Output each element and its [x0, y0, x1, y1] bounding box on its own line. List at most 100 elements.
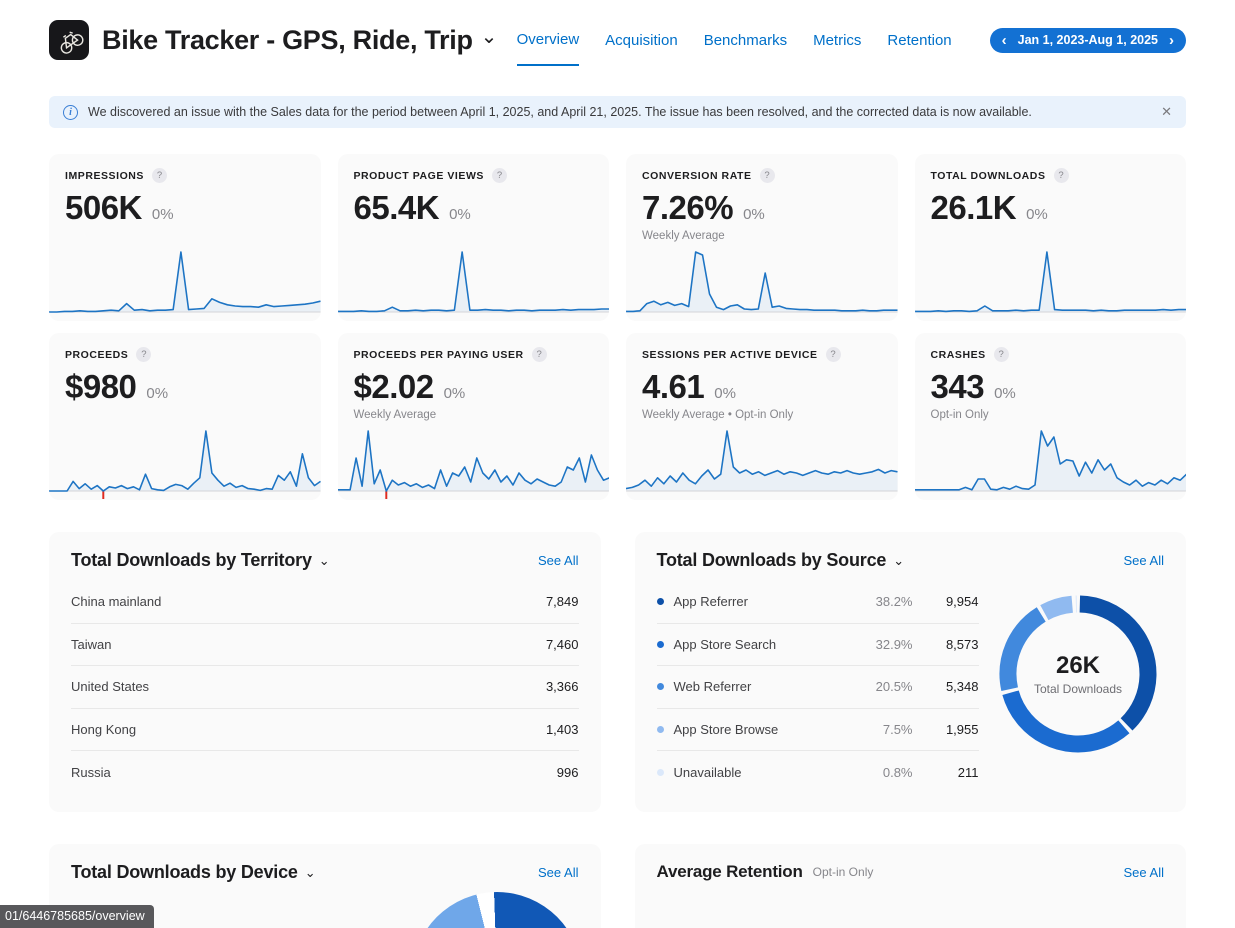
date-next-chevron-icon[interactable]: › — [1169, 31, 1174, 49]
territory-name: Taiwan — [71, 636, 112, 652]
help-icon[interactable]: ? — [1053, 168, 1069, 183]
metric-label: SESSIONS PER ACTIVE DEVICE — [642, 348, 818, 361]
territory-row: Hong Kong 1,403 — [71, 709, 579, 751]
device-panel-title: Total Downloads by Device — [71, 862, 298, 882]
metric-delta: 0% — [151, 206, 174, 223]
help-icon[interactable]: ? — [531, 347, 547, 362]
metric-value: 343 — [930, 368, 985, 405]
tab-metrics[interactable]: Metrics — [813, 31, 862, 49]
date-prev-chevron-icon[interactable]: ‹ — [1001, 31, 1007, 49]
territory-value: 7,460 — [545, 636, 579, 652]
metric-card-proceeds[interactable]: PROCEEDS ? $980 0% — [49, 333, 321, 500]
metric-label: PROCEEDS PER PAYING USER — [353, 348, 524, 361]
retention-panel-title: Average Retention — [656, 862, 803, 881]
metric-card-total-downloads[interactable]: TOTAL DOWNLOADS ? 26.1K 0% — [914, 154, 1186, 321]
tab-acquisition[interactable]: Acquisition — [605, 31, 678, 49]
metric-card-impressions[interactable]: IMPRESSIONS ? 506K 0% — [49, 154, 321, 321]
app-switcher-chevron-down-icon[interactable]: ⌄ — [480, 26, 498, 48]
sparkline-chart — [914, 430, 1186, 492]
date-range-picker[interactable]: ‹ Jan 1, 2023-Aug 1, 2025 › — [989, 27, 1186, 53]
source-value: 8,573 — [945, 636, 979, 652]
source-row: App Store Search 32.9% 8,573 — [656, 624, 979, 666]
metric-label: PRODUCT PAGE VIEWS — [353, 169, 484, 182]
retention-opt-in-badge: Opt-in Only — [812, 865, 874, 879]
source-percent: 7.5% — [882, 721, 913, 737]
source-value: 5,348 — [945, 679, 979, 695]
territory-name: Hong Kong — [71, 721, 137, 737]
metric-label: CONVERSION RATE — [642, 169, 752, 182]
help-icon[interactable]: ? — [491, 168, 507, 183]
banner-message: We discovered an issue with the Sales da… — [88, 105, 1032, 119]
territory-name: Russia — [71, 764, 111, 780]
territory-value: 1,403 — [545, 721, 579, 737]
metric-card-crashes[interactable]: CRASHES ? 343 0% Opt-in Only — [914, 333, 1186, 500]
territory-dropdown-chevron-down-icon[interactable]: ⌄ — [318, 552, 330, 568]
banner-close-icon[interactable]: ✕ — [1161, 104, 1172, 119]
metric-sublabel: Opt-in Only — [930, 409, 989, 421]
panels-bottom-row: Total Downloads by Device ⌄ See All Aver… — [49, 844, 1186, 928]
metric-card-product-page-views[interactable]: PRODUCT PAGE VIEWS ? 65.4K 0% — [337, 154, 609, 321]
sparkline-chart — [49, 251, 321, 313]
metric-delta: 0% — [994, 385, 1016, 402]
territory-value: 996 — [556, 764, 579, 780]
metric-sublabel: Weekly Average — [353, 409, 437, 421]
legend-dot-icon — [656, 768, 664, 776]
retention-see-all-link[interactable]: See All — [1123, 864, 1164, 880]
legend-dot-icon — [656, 598, 664, 606]
metrics-grid: IMPRESSIONS ? 506K 0% PRODUCT PAGE VIEWS… — [49, 154, 1186, 500]
device-dropdown-chevron-down-icon[interactable]: ⌄ — [304, 864, 316, 880]
donut-chart-svg — [999, 595, 1157, 753]
metric-card-proceeds-per-paying-user[interactable]: PROCEEDS PER PAYING USER ? $2.02 0% Week… — [337, 333, 609, 500]
sparkline-chart — [626, 430, 898, 492]
bicycle-icon — [60, 31, 84, 54]
source-row: App Referrer 38.2% 9,954 — [656, 581, 979, 624]
metric-card-sessions-per-active-device[interactable]: SESSIONS PER ACTIVE DEVICE ? 4.61 0% Wee… — [626, 333, 898, 500]
header: Bike Tracker - GPS, Ride, Trip ⌄ Overvie… — [49, 0, 1186, 66]
territory-name: United States — [71, 679, 150, 695]
source-list: App Referrer 38.2% 9,954 App Store Searc… — [656, 581, 979, 794]
sparkline-chart — [337, 430, 609, 499]
metric-delta: 0% — [146, 385, 169, 402]
source-value: 211 — [957, 764, 979, 780]
help-icon[interactable]: ? — [825, 347, 841, 362]
source-name: Web Referrer — [673, 679, 752, 695]
territory-panel-title: Total Downloads by Territory — [71, 550, 312, 570]
downloads-by-device-pie-chart — [412, 892, 582, 928]
source-see-all-link[interactable]: See All — [1123, 553, 1164, 568]
source-percent: 0.8% — [882, 764, 913, 780]
device-see-all-link[interactable]: See All — [538, 865, 579, 880]
source-percent: 32.9% — [875, 636, 913, 652]
source-row: Unavailable 0.8% 211 — [656, 751, 979, 794]
page-title: Bike Tracker - GPS, Ride, Trip — [102, 24, 473, 55]
territory-see-all-link[interactable]: See All — [538, 553, 579, 568]
tab-retention[interactable]: Retention — [887, 31, 952, 49]
territory-value: 7,849 — [545, 594, 579, 610]
metric-value: $980 — [65, 368, 137, 405]
metric-label: PROCEEDS — [65, 348, 129, 361]
help-icon[interactable]: ? — [759, 168, 775, 183]
source-row: App Store Browse 7.5% 1,955 — [656, 709, 979, 751]
metric-delta: 0% — [714, 385, 736, 402]
source-panel: Total Downloads by Source ⌄ See All App … — [634, 532, 1186, 812]
metric-value: 506K — [65, 189, 142, 226]
source-dropdown-chevron-down-icon[interactable]: ⌄ — [893, 552, 905, 568]
metric-delta: 0% — [1026, 206, 1048, 223]
metric-delta: 0% — [443, 385, 466, 402]
metric-value: 26.1K — [930, 189, 1017, 226]
help-icon[interactable]: ? — [151, 168, 167, 183]
sparkline-chart — [49, 430, 321, 499]
downloads-by-source-donut-chart: 26K Total Downloads — [992, 588, 1164, 760]
territory-panel: Total Downloads by Territory ⌄ See All C… — [49, 532, 601, 812]
metric-card-conversion-rate[interactable]: CONVERSION RATE ? 7.26% 0% Weekly Averag… — [626, 154, 898, 321]
territory-row: Taiwan 7,460 — [71, 624, 579, 666]
metric-delta: 0% — [743, 206, 765, 223]
source-row: Web Referrer 20.5% 5,348 — [656, 666, 979, 709]
tab-benchmarks[interactable]: Benchmarks — [703, 31, 788, 49]
metric-value: 65.4K — [353, 189, 440, 226]
date-range-label[interactable]: Jan 1, 2023-Aug 1, 2025 — [1017, 33, 1158, 47]
source-name: Unavailable — [673, 764, 742, 780]
help-icon[interactable]: ? — [136, 347, 152, 362]
help-icon[interactable]: ? — [993, 347, 1009, 362]
tab-overview[interactable]: Overview — [516, 31, 580, 66]
metric-delta: 0% — [449, 206, 471, 223]
